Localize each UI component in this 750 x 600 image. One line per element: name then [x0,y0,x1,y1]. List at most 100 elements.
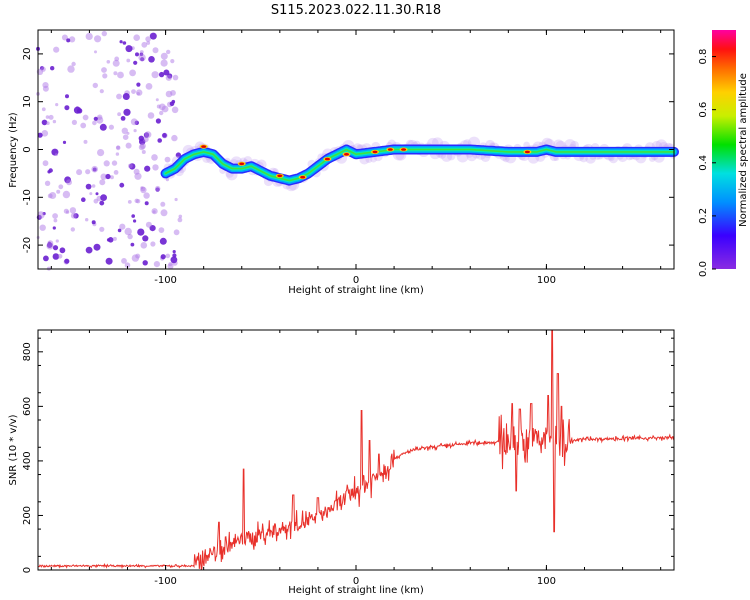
spectrogram-marks [36,30,679,271]
noise-blob [155,185,161,192]
noise-blob [44,180,51,186]
colorbar-tick-label: 0.2 [698,208,709,224]
noise-blob [156,104,161,109]
noise-blob [47,193,53,199]
noise-blob [81,197,86,202]
noise-blob [161,105,169,113]
noise-blob [138,135,144,141]
noise-blob [61,34,68,41]
noise-blob [85,183,92,190]
noise-blob [120,116,126,121]
noise-blob [142,235,149,242]
noise-blob [59,247,66,254]
noise-blob [41,107,46,112]
noise-blob [82,114,89,121]
noise-blob [124,227,132,236]
spectrogram-y-tick-label: -20 [22,237,33,253]
noise-blob [127,163,133,169]
noise-blob [140,242,148,249]
noise-blob [141,150,146,154]
snr-y-tick-label: 0 [22,567,33,573]
noise-blob [177,217,183,223]
noise-blob [136,82,141,87]
noise-blob [52,253,60,260]
noise-blob [126,131,130,135]
noise-blob [145,221,152,228]
ridge-peak [387,148,393,151]
snr-x-tick-label: 0 [353,576,359,587]
noise-blob [46,242,54,250]
ridge-halo [523,141,530,149]
noise-blob [123,108,131,116]
noise-blob [71,61,76,67]
noise-blob [126,58,131,63]
noise-blob [67,65,75,73]
noise-blob [115,152,120,156]
noise-blob [165,253,171,259]
snr-marks [37,329,675,571]
noise-blob [122,93,130,100]
noise-blob [85,169,91,175]
noise-blob [140,186,147,194]
ridge-peak [239,162,245,166]
noise-blob [155,118,161,124]
noise-blob [152,210,156,214]
noise-blob [170,59,175,64]
noise-blob [66,38,71,43]
noise-blob [142,260,148,266]
noise-blob [165,90,173,98]
noise-blob [144,131,152,139]
ridge-peak [300,175,306,179]
noise-blob [168,262,173,267]
colorbar-tick-label: 0.0 [698,261,709,277]
noise-blob [54,153,58,157]
noise-blob [91,220,96,225]
snr-y-tick-label: 200 [22,506,33,525]
noise-blob [169,101,175,107]
colorbar-ticks: 0.0 0.2 0.4 0.6 0.8 [698,49,716,277]
noise-blob [127,200,132,204]
noise-blob [106,238,111,242]
noise-blob [94,35,102,43]
noise-blob [152,164,159,171]
noise-blob [111,160,118,166]
spectrogram-x-tick-label: 100 [537,275,556,286]
noise-blob [46,121,50,125]
noise-blob [70,227,76,232]
noise-blob [58,184,64,190]
noise-blob [127,233,133,240]
noise-blob [160,201,166,207]
spectrogram-x-axis-label: Height of straight line (km) [288,285,424,296]
noise-blob [148,56,155,63]
noise-blob [94,50,97,54]
noise-blob [164,156,171,163]
noise-blob [69,36,76,43]
snr-x-tick-label: 100 [537,576,556,587]
ridge-peak [401,148,407,151]
noise-blob [48,114,54,120]
ridge-peak [201,145,207,148]
noise-blob [64,258,70,264]
noise-blob [37,132,43,138]
spectrogram-x-tick-label: 0 [353,275,359,286]
noise-blob [85,218,89,222]
noise-blob [92,82,99,89]
snr-y-tick-label: 400 [22,451,33,470]
noise-blob [125,142,132,149]
noise-blob [52,245,59,251]
noise-blob [50,66,55,71]
snr-x-axis-label: Height of straight line (km) [288,585,424,596]
spectrogram-y-tick-label: 0 [22,146,33,152]
noise-blob [85,246,93,254]
noise-blob [66,179,72,186]
noise-blob [105,257,113,265]
chart-title: S115.2023.022.11.30.R18 [271,3,441,18]
noise-blob [80,122,87,129]
ridge-peak [524,150,530,154]
noise-blob [119,182,125,188]
noise-blob [115,145,121,151]
noise-blob [144,201,149,206]
colorbar-tick-label: 0.6 [698,102,709,118]
noise-blob [141,41,148,48]
